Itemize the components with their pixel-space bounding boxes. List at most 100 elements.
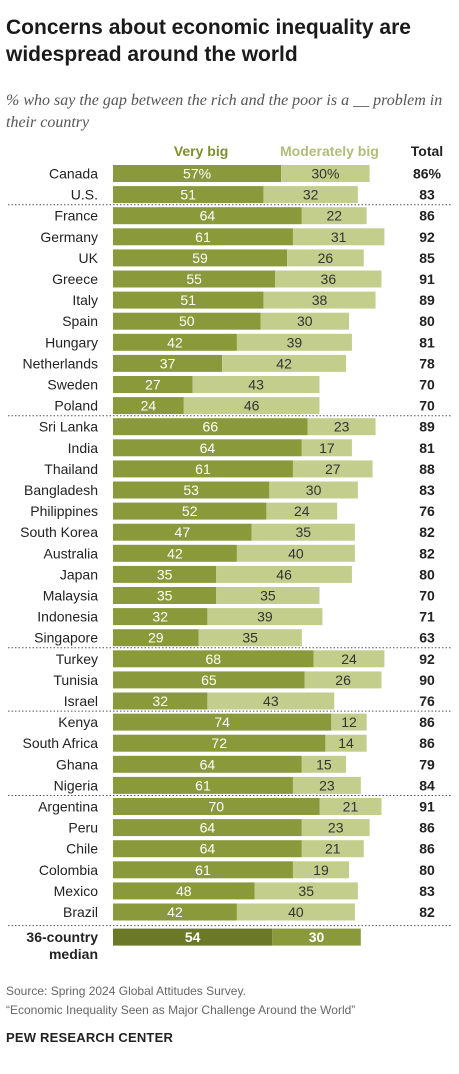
bar-very-big [113,397,184,415]
value-moderately-big: 30% [311,166,339,182]
value-moderately-big: 31 [331,229,347,245]
value-moderately-big: 38 [312,292,328,308]
median-label: 36-country [26,929,98,945]
total-value: 86 [419,714,435,730]
value-moderately-big: 46 [244,398,260,414]
bar-moderately-big [266,502,338,520]
value-moderately-big: 36 [321,271,337,287]
pew-logo-text: PEW RESEARCH CENTER [6,1030,174,1045]
value-moderately-big: 23 [328,820,344,836]
bar-moderately-big [301,439,352,457]
country-label: Bangladesh [24,482,98,498]
bar-very-big [113,819,302,837]
value-very-big: 64 [200,208,216,224]
value-very-big: 47 [175,524,191,540]
bar-moderately-big [281,165,370,182]
country-label: Malaysia [43,588,98,604]
bar-moderately-big [325,734,367,752]
bar-moderately-big [307,418,376,436]
value-moderately-big: 35 [260,588,276,604]
value-moderately-big: 26 [335,672,351,688]
country-label: UK [79,250,99,266]
country-label: Philippines [30,503,98,519]
total-value: 86 [419,820,435,836]
bar-moderately-big [292,228,385,246]
total-value: 81 [419,334,435,350]
chart-title: Concerns about economic inequality are w… [6,16,411,66]
bar-very-big [113,207,302,225]
country-label: South Korea [20,524,98,540]
value-very-big: 66 [203,419,219,435]
country-label: Hungary [45,334,98,350]
bar-moderately-big [304,671,382,689]
bar-very-big [113,587,217,604]
value-moderately-big: 26 [318,250,334,266]
total-value: 83 [419,883,435,899]
bar-moderately-big [236,544,355,562]
bar-very-big [113,713,332,731]
bar-very-big [113,798,320,815]
value-moderately-big: 39 [257,609,273,625]
total-value: 83 [419,482,435,498]
value-moderately-big: 46 [276,566,292,582]
median-value-moderately-big: 30 [309,929,325,945]
legend-moderately-big: Moderately big [280,143,379,159]
total-value: 86 [419,208,435,224]
bar-very-big [113,354,223,372]
value-moderately-big: 35 [295,524,311,540]
bar-very-big [113,333,237,351]
total-value: 76 [419,503,435,519]
value-very-big: 27 [145,377,161,393]
bar-very-big [113,249,288,267]
value-very-big: 50 [179,313,195,329]
country-label: France [54,208,98,224]
total-value: 88 [419,461,435,477]
bar-very-big [113,376,193,393]
bar-moderately-big [301,207,367,225]
value-very-big: 65 [201,672,217,688]
value-very-big: 61 [195,777,211,793]
total-value: 81 [419,440,435,456]
bar-moderately-big [216,565,352,583]
value-very-big: 70 [208,799,224,815]
total-value: 76 [419,693,435,709]
total-value: 78 [419,355,435,371]
value-moderately-big: 21 [343,799,359,815]
bar-very-big [113,523,252,541]
value-very-big: 35 [157,588,173,604]
value-very-big: 64 [200,756,216,772]
country-label: Sweden [47,377,98,393]
value-very-big: 32 [152,693,168,709]
country-label: Italy [72,292,98,308]
value-very-big: 72 [211,735,227,751]
bar-moderately-big [236,333,352,351]
value-moderately-big: 40 [288,545,304,561]
value-moderately-big: 17 [319,440,335,456]
total-value: 86 [419,735,435,751]
total-value: 92 [419,229,435,245]
country-label: Germany [40,229,98,245]
value-very-big: 42 [167,904,183,920]
bar-very-big [113,502,267,520]
country-label: Japan [60,566,98,582]
total-value: 84 [419,777,435,793]
total-value: 82 [419,545,435,561]
total-value: 91 [419,799,435,815]
bar-very-big [113,671,305,689]
source-line: Source: Spring 2024 Global Attitudes Sur… [6,984,246,998]
country-label: Australia [44,545,99,561]
bar-moderately-big [287,249,364,267]
country-label: Tunisia [53,672,98,688]
bar-moderately-big [331,713,367,731]
bar-very-big [113,692,208,710]
total-value: 90 [419,672,435,688]
total-value: 63 [419,630,435,646]
value-very-big: 48 [176,883,192,899]
value-moderately-big: 22 [326,208,342,224]
total-value: 80 [419,313,435,329]
value-very-big: 61 [195,229,211,245]
country-label: Indonesia [37,609,98,625]
value-very-big: 42 [167,545,183,561]
value-very-big: 59 [192,250,208,266]
source-note: Source: Spring 2024 Global Attitudes Sur… [6,982,456,1020]
